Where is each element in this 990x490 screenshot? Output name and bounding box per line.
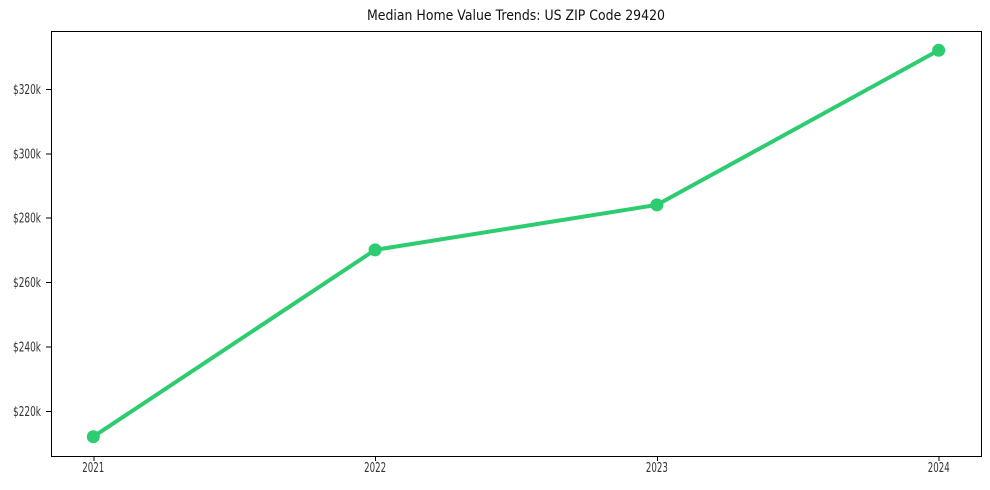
y-axis-tick-label: $220k [13,404,41,420]
plot-area: $220k $240k $260k $280k $300k $320k 2021 2022 20… [13,31,982,476]
trend-line [91,48,941,439]
x-axis-tick-label: 2024 [928,460,950,476]
y-axis-tick-label: $320k [13,82,41,98]
plot-border [51,31,982,457]
y-axis-tick-label: $240k [13,340,41,356]
x-axis-tick-label: 2023 [646,460,668,476]
x-axis-tick-label: 2021 [82,460,104,476]
data-point-2021 [86,430,100,444]
chart-title: Median Home Value Trends: US ZIP Code 29… [367,8,665,24]
y-axis-tick-label: $300k [13,146,41,162]
y-axis-tick-label: $280k [13,211,41,227]
x-axis-tick-label: 2022 [364,460,386,476]
data-point-2024 [932,43,946,57]
data-point-2023 [650,198,664,212]
data-point-2022 [368,243,382,257]
y-axis-tick-label: $260k [13,275,41,291]
